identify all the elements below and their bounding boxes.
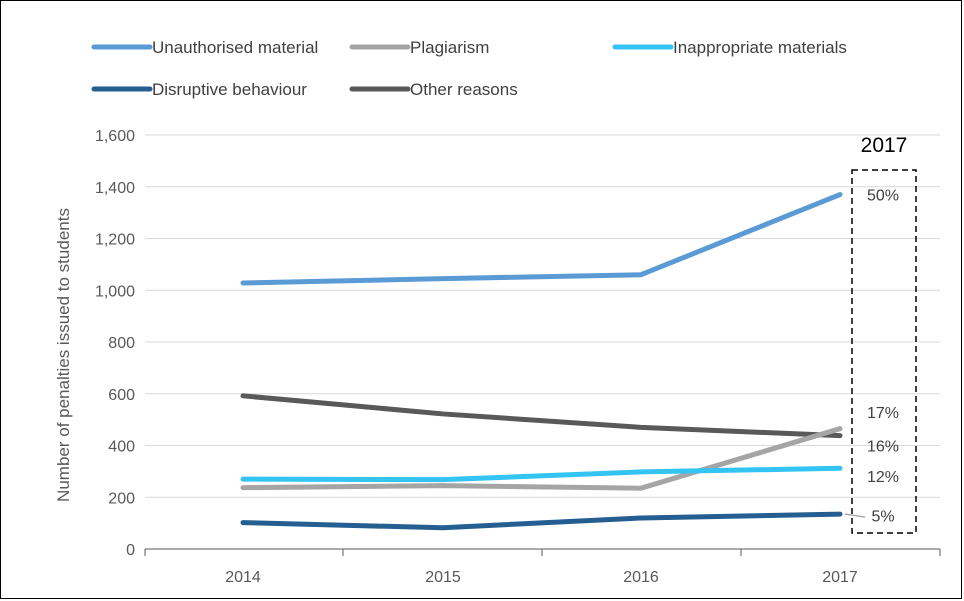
annotation-percent-label: 17%	[867, 405, 899, 422]
annotation-percent-label: 12%	[867, 469, 899, 486]
annotation-box	[851, 169, 917, 534]
y-tick-label: 0	[126, 542, 135, 559]
legend-label: Plagiarism	[410, 38, 489, 57]
y-tick-label: 1,000	[95, 283, 135, 300]
x-tick-label: 2014	[225, 569, 261, 586]
legend-label: Disruptive behaviour	[152, 80, 307, 99]
legend-label: Inappropriate materials	[673, 38, 847, 57]
gridlines	[145, 134, 940, 498]
y-tick-label: 1,400	[95, 180, 135, 197]
series-line-plagiarism	[240, 426, 843, 491]
legend-label: Other reasons	[410, 80, 518, 99]
series-line-other-reasons	[240, 393, 843, 439]
y-tick-label: 600	[108, 387, 135, 404]
y-tick-label: 200	[108, 490, 135, 507]
annotation-percent-label: 5%	[871, 508, 894, 525]
series-line-disruptive-behaviour	[240, 511, 843, 531]
y-tick-label: 800	[108, 335, 135, 352]
leader-line	[844, 513, 866, 518]
series-lines	[240, 192, 843, 531]
x-axis: 2014 2015 2016 2017	[144, 548, 941, 586]
annotation-percent-label: 16%	[867, 439, 899, 456]
y-tick-label: 1,200	[95, 232, 135, 249]
y-tick-label: 400	[108, 439, 135, 456]
series-line-inappropriate-materials	[240, 465, 843, 483]
x-tick-label: 2016	[623, 569, 659, 586]
legend-label: Unauthorised material	[152, 38, 318, 57]
series-line-unauthorised-material	[240, 192, 843, 286]
legend: Unauthorised material Plagiarism Inappropr…	[91, 38, 847, 99]
y-tick-label: 1,600	[95, 128, 135, 145]
y-axis-label: Number of penalties issued to students	[54, 208, 73, 502]
annotation-percent-label: 50%	[867, 188, 899, 205]
annotation-title: 2017	[861, 134, 908, 157]
annotation-2017: 2017 50% 17% 16% 12% 5%	[844, 134, 917, 534]
y-axis-ticks: 0 200 400 600 800 1,000 1,200 1,400 1,600	[95, 128, 135, 559]
x-tick-label: 2015	[425, 569, 461, 586]
x-tick-label: 2017	[822, 569, 858, 586]
